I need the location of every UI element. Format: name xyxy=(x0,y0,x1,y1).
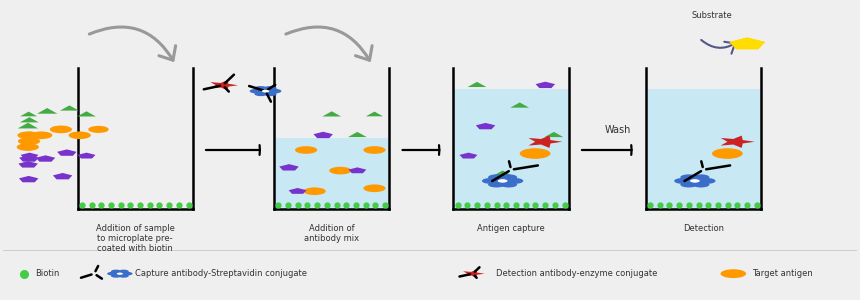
Polygon shape xyxy=(18,123,38,128)
Polygon shape xyxy=(366,112,383,116)
Polygon shape xyxy=(313,132,333,138)
Circle shape xyxy=(329,167,352,174)
Circle shape xyxy=(255,86,267,91)
Circle shape xyxy=(261,90,269,92)
Polygon shape xyxy=(20,112,37,116)
FancyArrowPatch shape xyxy=(89,27,175,60)
Polygon shape xyxy=(37,108,58,114)
Circle shape xyxy=(690,179,700,183)
Circle shape xyxy=(488,174,505,180)
Circle shape xyxy=(18,137,40,145)
Polygon shape xyxy=(348,167,366,173)
Circle shape xyxy=(119,274,129,278)
Text: Detection antibody-enzyme conjugate: Detection antibody-enzyme conjugate xyxy=(496,269,657,278)
Circle shape xyxy=(680,174,697,180)
Text: Wash: Wash xyxy=(605,125,631,135)
Polygon shape xyxy=(348,132,366,137)
Polygon shape xyxy=(36,155,55,162)
Polygon shape xyxy=(18,161,38,168)
Circle shape xyxy=(304,188,326,195)
Text: Capture antibody-Streptavidin conjugate: Capture antibody-Streptavidin conjugate xyxy=(135,269,307,278)
Polygon shape xyxy=(468,82,487,87)
Polygon shape xyxy=(528,136,562,148)
Circle shape xyxy=(255,92,267,96)
Polygon shape xyxy=(211,80,238,90)
Circle shape xyxy=(50,126,72,133)
Circle shape xyxy=(20,132,40,139)
Circle shape xyxy=(712,148,743,159)
Polygon shape xyxy=(721,136,755,148)
Polygon shape xyxy=(77,111,96,116)
Circle shape xyxy=(17,131,40,139)
Circle shape xyxy=(482,178,499,184)
Polygon shape xyxy=(19,176,39,182)
Text: Antigen capture: Antigen capture xyxy=(477,224,545,232)
Text: Biotin: Biotin xyxy=(35,269,59,278)
Polygon shape xyxy=(280,164,298,170)
Circle shape xyxy=(488,182,505,188)
Circle shape xyxy=(264,86,277,91)
Circle shape xyxy=(264,92,277,96)
Polygon shape xyxy=(19,155,39,162)
Polygon shape xyxy=(510,103,529,108)
Polygon shape xyxy=(21,153,39,158)
Polygon shape xyxy=(544,132,563,137)
Polygon shape xyxy=(646,89,761,209)
Circle shape xyxy=(108,272,118,275)
Polygon shape xyxy=(274,138,390,209)
Polygon shape xyxy=(52,173,72,179)
Circle shape xyxy=(680,182,697,188)
Circle shape xyxy=(498,179,507,183)
Polygon shape xyxy=(20,117,39,122)
Circle shape xyxy=(507,178,523,184)
Circle shape xyxy=(119,270,129,273)
Circle shape xyxy=(721,269,746,278)
Polygon shape xyxy=(729,38,765,49)
Polygon shape xyxy=(322,111,341,116)
Text: Addition of
antibody mix: Addition of antibody mix xyxy=(304,224,359,243)
Polygon shape xyxy=(453,89,568,209)
Circle shape xyxy=(364,146,385,154)
Polygon shape xyxy=(60,105,79,111)
Circle shape xyxy=(122,272,132,275)
Text: Detection: Detection xyxy=(683,224,724,232)
Polygon shape xyxy=(77,153,95,158)
Circle shape xyxy=(295,146,317,154)
Circle shape xyxy=(268,89,281,93)
Circle shape xyxy=(89,126,108,133)
Circle shape xyxy=(698,178,716,184)
Polygon shape xyxy=(289,188,306,194)
Polygon shape xyxy=(494,170,511,175)
FancyArrowPatch shape xyxy=(701,40,735,54)
Polygon shape xyxy=(476,123,495,129)
Circle shape xyxy=(692,174,710,180)
Polygon shape xyxy=(459,153,477,158)
Circle shape xyxy=(501,182,517,188)
Circle shape xyxy=(249,89,262,93)
Circle shape xyxy=(674,178,691,184)
Polygon shape xyxy=(463,270,485,278)
Circle shape xyxy=(364,184,385,192)
Polygon shape xyxy=(536,82,555,88)
Circle shape xyxy=(30,131,52,139)
Circle shape xyxy=(16,143,39,151)
Circle shape xyxy=(111,270,121,273)
Text: Target antigen: Target antigen xyxy=(752,269,813,278)
Circle shape xyxy=(692,182,710,188)
Circle shape xyxy=(501,174,517,180)
Circle shape xyxy=(117,273,123,275)
FancyArrowPatch shape xyxy=(286,27,372,60)
Polygon shape xyxy=(729,38,765,49)
Polygon shape xyxy=(57,149,77,156)
Text: Substrate: Substrate xyxy=(691,11,733,20)
Circle shape xyxy=(111,274,121,278)
Text: Addition of sample
to microplate pre-
coated with biotin: Addition of sample to microplate pre- co… xyxy=(95,224,175,254)
Circle shape xyxy=(519,148,550,159)
Circle shape xyxy=(69,131,91,139)
